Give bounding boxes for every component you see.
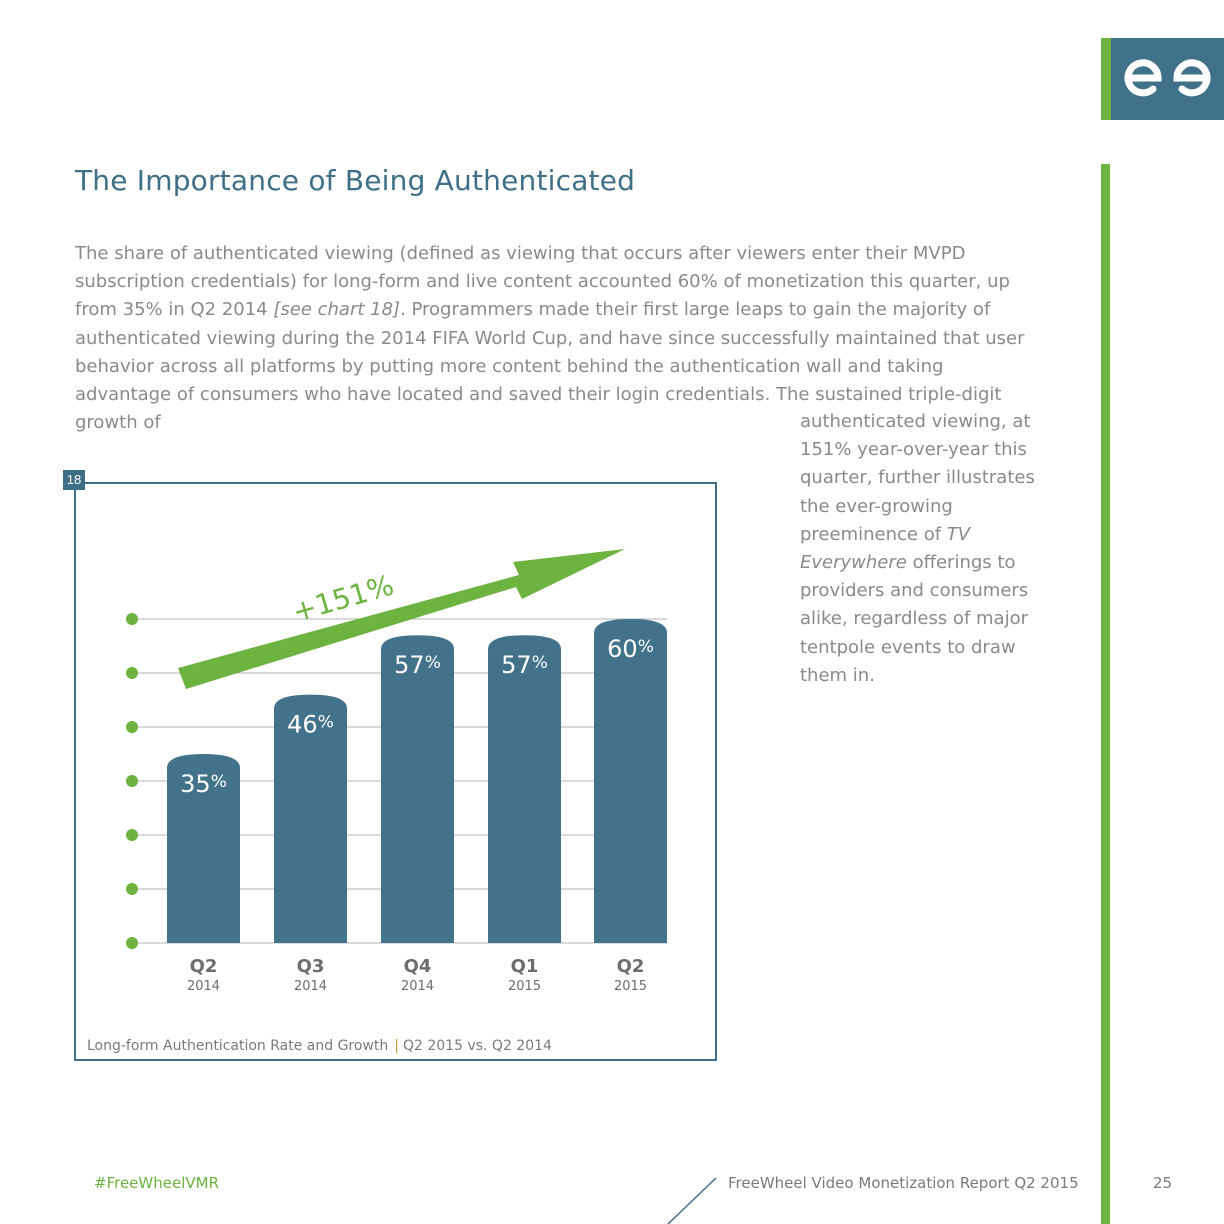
x-tick-quarter: Q2 [617, 956, 645, 977]
percent-sign: % [425, 653, 441, 673]
footer-report-title: FreeWheel Video Monetization Report Q2 2… [728, 1174, 1079, 1192]
freewheel-logo-icon [1124, 59, 1211, 97]
growth-arrow [178, 549, 625, 689]
gridline-dot [126, 613, 138, 625]
x-tick-year: 2014 [187, 979, 220, 994]
bar-3 [488, 635, 561, 943]
page-number: 25 [1153, 1174, 1173, 1192]
x-tick-year: 2014 [401, 979, 434, 994]
intro-paragraph: The share of authenticated viewing (defi… [75, 240, 1040, 437]
logo [1111, 38, 1224, 120]
gridline-dot [126, 775, 138, 787]
chart-caption-subtitle: Q2 2015 vs. Q2 2014 [402, 1038, 552, 1054]
x-tick-quarter: Q1 [511, 956, 539, 977]
percent-sign: % [638, 637, 654, 657]
percent-sign: % [318, 713, 334, 733]
x-tick-year: 2015 [508, 979, 541, 994]
page-title: The Importance of Being Authenticated [75, 164, 636, 197]
gridline-dot [126, 667, 138, 679]
percent-sign: % [211, 772, 227, 792]
intro-text-2: . Programmers made their first large lea… [75, 299, 1025, 434]
chart-number-badge: 18 [63, 470, 85, 490]
gridline-dot [126, 883, 138, 895]
gridline-dot [126, 721, 138, 733]
chart-caption: Long-form Authentication Rate and Growth… [87, 1038, 552, 1054]
chart-frame [74, 482, 717, 1061]
bar-1 [274, 694, 347, 943]
tv-everywhere-emphasis: TV Everywhere [800, 523, 971, 574]
footer-hashtag: #FreeWheelVMR [94, 1174, 219, 1192]
x-tick-year: 2015 [614, 979, 647, 994]
gridline-dot [126, 937, 138, 949]
side-paragraph: authenticated viewing, at 151% year-over… [800, 408, 1040, 690]
intro-text-1: The share of authenticated viewing (defi… [75, 243, 1010, 321]
gridline-dot [126, 829, 138, 841]
percent-sign: % [532, 653, 548, 673]
right-vertical-rule [1101, 164, 1110, 1224]
bar-2 [381, 635, 454, 943]
chart-caption-title: Long-form Authentication Rate and Growth [87, 1038, 389, 1054]
x-tick-year: 2014 [294, 979, 327, 994]
x-tick-quarter: Q2 [190, 956, 218, 977]
side-text-1: authenticated viewing, at 151% year-over… [800, 411, 1035, 545]
bar-value-label: 60% [607, 635, 654, 663]
x-tick-quarter: Q3 [297, 956, 325, 977]
logo-accent-stripe [1101, 38, 1111, 120]
bar-0 [167, 754, 240, 943]
chart-reference: [see chart 18] [273, 299, 401, 321]
side-text-2: offerings to providers and consumers ali… [800, 552, 1029, 686]
caption-separator: | [394, 1038, 399, 1054]
bar-4 [594, 619, 667, 943]
x-tick-quarter: Q4 [404, 956, 432, 977]
